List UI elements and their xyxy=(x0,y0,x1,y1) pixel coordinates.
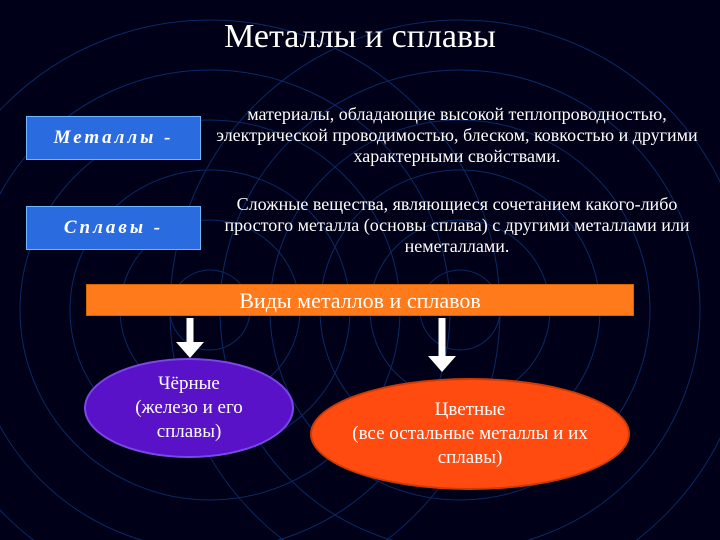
definition-text-alloys: Сложные вещества, являющиеся сочетанием … xyxy=(212,194,702,257)
ellipse-color-metals-text: Цветные(все остальные металлы и их сплав… xyxy=(332,398,608,469)
definition-text-metals: материалы, обладающие высокой теплопрово… xyxy=(212,104,702,167)
arrow-to-color xyxy=(428,318,456,372)
ellipse-black-metals: Чёрные(железо и его сплавы) xyxy=(84,358,294,458)
term-label-alloys: Сплавы - xyxy=(64,217,163,239)
definition-row-metals: Металлы - xyxy=(26,116,201,160)
definition-text-alloys-content: Сложные вещества, являющиеся сочетанием … xyxy=(225,194,690,256)
term-box-metals: Металлы - xyxy=(26,116,201,160)
term-box-alloys: Сплавы - xyxy=(26,206,201,250)
types-bar: Виды металлов и сплавов xyxy=(86,284,634,316)
types-bar-label: Виды металлов и сплавов xyxy=(239,288,480,313)
ellipse-color-metals: Цветные(все остальные металлы и их сплав… xyxy=(310,378,630,490)
ellipse-black-metals-text: Чёрные(железо и его сплавы) xyxy=(106,372,272,443)
definition-text-metals-content: материалы, обладающие высокой теплопрово… xyxy=(216,104,697,166)
definition-row-alloys: Сплавы - xyxy=(26,206,201,250)
arrow-to-black xyxy=(176,318,204,358)
term-label-metals: Металлы - xyxy=(54,127,174,149)
page-title: Металлы и сплавы xyxy=(0,18,720,56)
title-text: Металлы и сплавы xyxy=(224,18,496,55)
